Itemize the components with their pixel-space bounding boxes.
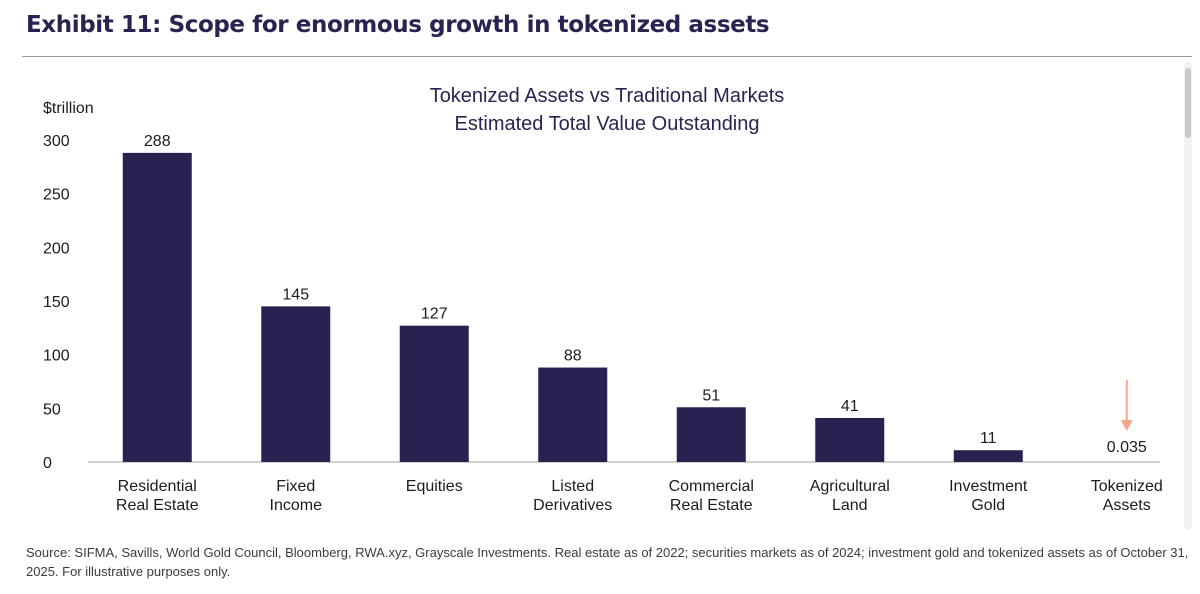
value-label: 11 [980,430,997,447]
chart-subtitle: Estimated Total Value Outstanding [455,113,760,135]
bar [122,152,192,462]
category-label: Agricultural Land [810,478,890,514]
category-label: Residential Real Estate [116,478,199,514]
category-label: Listed Derivatives [533,478,612,514]
y-tick-label: 50 [43,401,61,418]
value-label: 41 [841,398,859,415]
y-axis-ticks: 0 50 100 150 200 250 300 [43,133,70,472]
y-tick-label: 300 [43,133,70,150]
tokenized-arrow [1120,380,1133,431]
y-tick-label: 250 [43,187,70,204]
exhibit-title: Exhibit 11: Scope for enormous growth in… [26,12,770,38]
y-tick-label: 0 [43,455,52,472]
bar [538,367,608,462]
value-label: 145 [282,286,309,303]
category-label: Commercial Real Estate [669,478,754,514]
x-axis-labels: Residential Real Estate Fixed Income Equitie… [116,478,1163,514]
chart-title: Tokenized Assets vs Traditional Markets [430,85,785,107]
bar-chart: Tokenized Assets vs Traditional Markets … [43,85,1163,514]
scrollbar[interactable] [1184,62,1192,530]
value-label: 51 [702,387,720,404]
y-axis-label: $trillion [43,100,94,117]
category-label: Fixed Income [270,478,323,514]
bar [815,417,885,462]
y-tick-label: 200 [43,240,70,257]
source-note: Source: SIFMA, Savills, World Gold Counc… [26,545,1189,579]
category-label: Equities [406,478,463,495]
value-label: 288 [144,133,171,150]
y-tick-label: 150 [43,294,70,311]
value-labels: 288 145 127 88 51 41 11 0.035 [144,133,1147,456]
scrollbar-thumb[interactable] [1185,68,1191,138]
value-label: 88 [564,348,582,365]
bar [261,306,331,462]
bars [122,152,1023,462]
category-label: Tokenized Assets [1091,478,1163,514]
value-label: 127 [421,306,448,323]
value-label: 0.035 [1107,439,1147,456]
category-label: Investment Gold [949,478,1028,514]
bar [676,407,746,462]
bar [953,450,1023,462]
title-divider [22,56,1192,57]
y-tick-label: 100 [43,348,70,365]
arrow-head-icon [1120,420,1133,431]
bar [399,325,469,462]
